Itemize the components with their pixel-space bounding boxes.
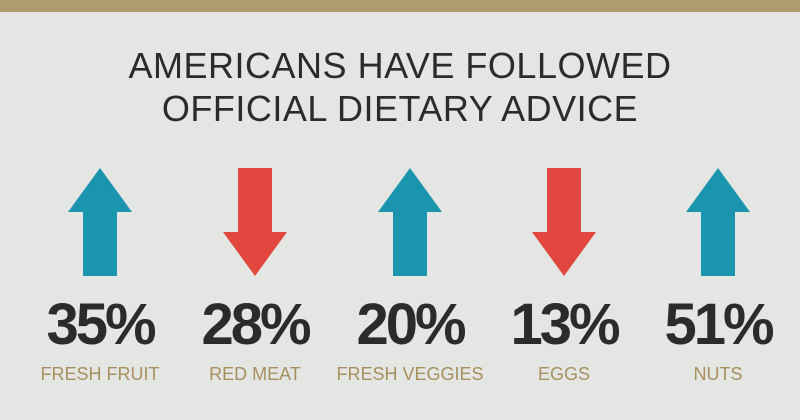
title-line: OFFICIAL DIETARY ADVICE	[162, 88, 638, 129]
percent: 13%	[510, 292, 620, 357]
item-label: FRESH VEGGIES	[336, 364, 483, 384]
arrow-up	[378, 168, 442, 276]
percent: 51%	[664, 292, 774, 357]
percent: 20%	[356, 292, 466, 357]
item-label: EGGS	[538, 364, 590, 384]
item-label: RED MEAT	[209, 364, 301, 384]
arrow-up	[68, 168, 132, 276]
top-band	[0, 0, 800, 12]
arrow-up	[686, 168, 750, 276]
percent: 28%	[201, 292, 311, 357]
item-label: FRESH FRUIT	[41, 364, 160, 384]
item-label: NUTS	[694, 364, 743, 384]
arrow-down	[223, 168, 287, 276]
arrow-down	[532, 168, 596, 276]
percent: 35%	[46, 292, 156, 357]
title-line: AMERICANS HAVE FOLLOWED	[129, 45, 672, 86]
